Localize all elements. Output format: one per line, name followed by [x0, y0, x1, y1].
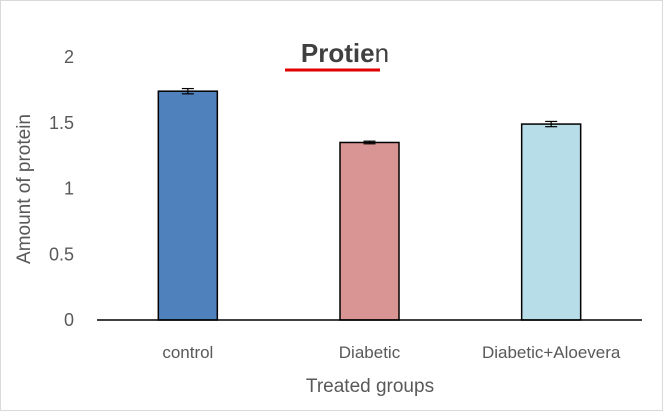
chart-title-rest: n [375, 38, 389, 68]
x-tick-label: control [162, 343, 213, 362]
y-tick-label: 1.5 [49, 113, 74, 133]
chart-title-bold: Protie [301, 38, 375, 68]
y-axis-label: Amount of protein [14, 114, 35, 264]
y-tick-label: 1 [64, 179, 74, 199]
bars [157, 87, 582, 321]
y-tick-label: 0 [64, 310, 74, 330]
error-bar [545, 120, 558, 128]
chart-title: Protien [301, 38, 389, 68]
x-tick-label: Diabetic+Aloevera [482, 343, 621, 362]
error-bar [181, 87, 194, 95]
bar-diabetic [339, 141, 400, 321]
y-tick-label: 2 [64, 47, 74, 67]
error-bar [363, 140, 376, 145]
y-axis-ticks: 0 0.5 1 1.5 2 [49, 47, 74, 330]
x-axis-label: Treated groups [306, 376, 434, 397]
bar-diabetic-aloevera [520, 123, 582, 321]
bar-control [157, 90, 219, 321]
y-tick-label: 0.5 [49, 244, 74, 264]
x-tick-label: Diabetic [339, 343, 401, 362]
x-axis-ticks: control Diabetic Diabetic+Aloevera [162, 343, 621, 362]
